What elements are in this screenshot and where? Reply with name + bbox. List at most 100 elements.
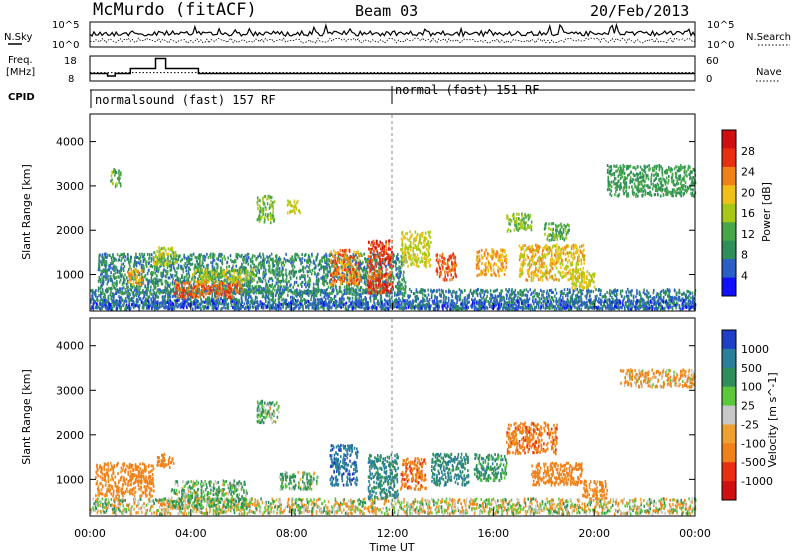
power-cell-4382: [116, 182, 118, 186]
power-cell-3431: [258, 287, 260, 291]
power-cell-4774: [212, 280, 214, 284]
power-cell-891: [510, 297, 513, 301]
power-cell-2065: [364, 291, 366, 295]
power-cell-3223: [171, 273, 174, 277]
power-cell-4321: [261, 280, 264, 284]
power-cell-2018: [636, 289, 638, 293]
power-cell-540: [580, 298, 583, 302]
power-cell-887: [466, 307, 468, 311]
power-cell-3510: [210, 261, 212, 265]
power-cell-2178: [400, 255, 403, 259]
power-cell-3909: [365, 260, 367, 264]
power-cell-763: [452, 290, 454, 294]
power-cell-4839: [198, 268, 201, 272]
power-cell-2907: [325, 262, 328, 266]
power-cell-1748: [638, 290, 641, 294]
power-cell-3095: [154, 286, 156, 290]
power-cell-2061: [606, 298, 608, 302]
power-cell-4182: [362, 269, 364, 273]
power-cell-1379: [143, 294, 145, 298]
power-cell-1155: [200, 298, 203, 302]
power-cell-1877: [212, 298, 214, 302]
power-cell-2871: [365, 283, 367, 287]
power-cell-4385: [119, 176, 121, 180]
power-cell-3507: [318, 262, 320, 266]
power-cell-4885: [269, 195, 272, 199]
power-cell-4315: [211, 279, 213, 283]
power-cell-4294: [306, 289, 308, 293]
power-cell-3397: [232, 264, 234, 268]
power-cell-3227: [128, 263, 131, 267]
power-cell-3581: [145, 260, 147, 264]
power-cell-4167: [169, 288, 172, 292]
power-cell-690: [532, 295, 534, 299]
power-cell-2615: [104, 289, 107, 293]
power-cell-3667: [282, 268, 284, 272]
power-cell-4799: [233, 278, 236, 282]
power-cell-3645: [243, 257, 246, 261]
power-cell-4391: [139, 276, 141, 280]
power-cell-789: [209, 303, 212, 307]
power-cell-1073: [609, 294, 612, 297]
power-cell-4780: [206, 270, 208, 274]
power-cell-3337: [392, 281, 394, 284]
power-cell-1529: [256, 288, 258, 292]
power-cell-2269: [174, 269, 176, 273]
power-cell-2445: [397, 253, 399, 257]
power-cell-1006: [665, 291, 668, 295]
power-cell-4064: [207, 256, 210, 259]
power-cell-2710: [316, 282, 319, 286]
power-cell-1428: [122, 304, 125, 307]
power-cell-4872: [269, 212, 272, 216]
power-cell-2792: [152, 278, 155, 282]
power-cell-3987: [102, 268, 105, 272]
power-cell-1954: [254, 297, 257, 301]
power-cell-1020: [468, 296, 470, 299]
power-cell-2488: [224, 257, 226, 261]
power-cell-3287: [360, 286, 363, 289]
power-cell-3198: [258, 262, 260, 265]
power-cell-2605: [282, 261, 285, 265]
power-cell-3419: [226, 270, 229, 274]
power-cell-1623: [424, 306, 426, 310]
power-cell-4928: [262, 199, 264, 203]
power-cell-2750: [349, 265, 351, 269]
power-cell-1951: [217, 297, 220, 301]
power-cell-4466: [175, 255, 177, 259]
power-cell-2321: [110, 262, 112, 266]
power-cell-809: [671, 301, 673, 305]
power-cell-1544: [205, 300, 208, 304]
power-cell-1782: [220, 296, 222, 300]
power-cell-2270: [257, 255, 259, 259]
power-cell-3421: [363, 265, 366, 269]
power-cell-606: [668, 292, 671, 296]
power-cell-1940: [107, 298, 109, 302]
power-cell-3525: [332, 290, 334, 293]
power-cell-4272: [157, 267, 160, 271]
power-cell-3305: [272, 262, 274, 266]
power-cell-2209: [171, 288, 173, 292]
power-cell-2058: [356, 293, 358, 297]
power-cell-1375: [623, 297, 625, 301]
power-cell-3623: [271, 270, 273, 274]
power-cell-548: [155, 291, 157, 295]
power-cell-2348: [404, 291, 407, 295]
power-cell-2799: [290, 290, 292, 294]
power-cell-2916: [323, 268, 325, 272]
power-cell-3387: [302, 268, 304, 272]
power-cell-3818: [258, 269, 260, 273]
power-cell-4758: [251, 268, 253, 271]
power-cell-3572: [312, 261, 315, 265]
power-cell-272: [176, 305, 178, 309]
power-cell-2730: [292, 257, 294, 261]
power-cell-3113: [275, 256, 278, 260]
power-cell-1239: [574, 294, 577, 298]
power-cell-4453: [153, 256, 155, 260]
power-cell-800: [613, 306, 615, 310]
power-cell-3533: [323, 280, 325, 284]
power-cell-3230: [127, 254, 129, 258]
power-cell-2718: [103, 263, 106, 267]
power-cell-3702: [369, 255, 371, 259]
power-cell-4079: [152, 271, 155, 275]
power-cell-4120: [301, 274, 303, 278]
